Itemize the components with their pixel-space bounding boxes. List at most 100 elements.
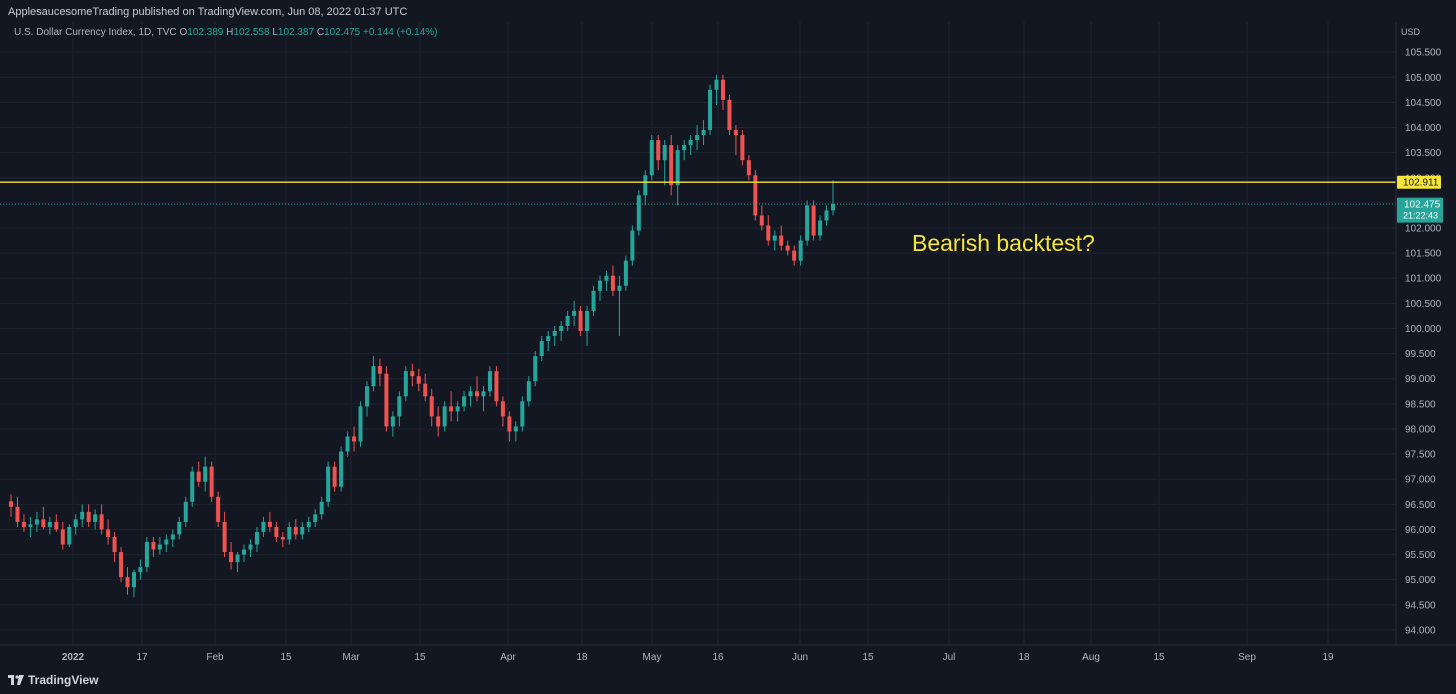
price-tick-22: 105.000 <box>1405 73 1442 84</box>
price-tick-10: 99.000 <box>1405 374 1436 385</box>
candle-body-40 <box>267 521 272 527</box>
candle-body-68 <box>449 406 454 412</box>
candle-body-1 <box>15 506 20 522</box>
low-label: L <box>272 27 278 38</box>
candle-body-35 <box>235 554 240 563</box>
time-tick-13: 18 <box>1018 652 1030 663</box>
candle-body-100 <box>656 140 661 161</box>
price-chart[interactable]: Bearish backtest? USD 94.000 94.500 95.000… <box>0 0 1456 669</box>
candle-body-111 <box>727 99 732 131</box>
candle-body-121 <box>792 250 797 261</box>
time-axis-labels[interactable]: 2022 17 Feb 15 Mar 15 Apr 18 May 16 Jun 15 Jul 18 Aug 1… <box>62 652 1334 663</box>
candle-body-36 <box>242 549 247 555</box>
candle-body-7 <box>54 521 59 530</box>
candle-body-114 <box>746 160 751 176</box>
candle-body-113 <box>740 135 745 161</box>
candle-body-37 <box>248 544 253 550</box>
candles <box>8 74 836 598</box>
symbol-name: U.S. Dollar Currency Index, 1D, TVC <box>14 27 177 38</box>
price-tick-15: 101.500 <box>1405 249 1442 260</box>
candle-body-47 <box>313 514 318 522</box>
candle-body-73 <box>481 391 486 397</box>
candle-body-75 <box>494 371 499 402</box>
price-tick-20: 104.000 <box>1405 123 1442 134</box>
footer: TradingView <box>0 669 1456 694</box>
candle-body-91 <box>597 280 602 291</box>
time-tick-5: 15 <box>414 652 426 663</box>
price-tick-9: 98.500 <box>1405 399 1436 410</box>
candle-body-77 <box>507 416 512 432</box>
candle-body-17 <box>119 552 124 578</box>
candle-body-63 <box>416 376 421 384</box>
candle-body-109 <box>714 79 719 90</box>
candle-body-4 <box>34 519 39 525</box>
high-label: H <box>226 27 234 38</box>
candle-body-32 <box>216 496 221 522</box>
tradingview-logo[interactable]: TradingView <box>8 673 98 687</box>
candle-body-46 <box>306 521 311 527</box>
candle-body-101 <box>662 145 667 161</box>
grid <box>0 22 1396 645</box>
candle-body-115 <box>753 175 758 216</box>
price-axis-bg <box>1396 22 1456 645</box>
candle-body-78 <box>513 426 518 432</box>
candle-body-2 <box>21 521 26 527</box>
price-tick-12: 100.000 <box>1405 324 1442 335</box>
price-tick-0: 94.000 <box>1405 625 1436 636</box>
candle-body-25 <box>170 534 175 540</box>
tradingview-brand: TradingView <box>28 673 99 687</box>
candle-body-49 <box>326 466 331 502</box>
candle-body-83 <box>546 336 551 342</box>
candle-body-53 <box>352 436 357 442</box>
candle-body-52 <box>345 436 350 452</box>
open-value: 102.389 <box>187 27 224 38</box>
time-tick-16: Sep <box>1238 652 1256 663</box>
candle-body-108 <box>708 89 713 131</box>
candle-body-57 <box>377 366 382 374</box>
high-value: 102.558 <box>233 27 270 38</box>
price-tick-2: 95.000 <box>1405 575 1436 586</box>
candle-body-99 <box>649 140 654 176</box>
candle-body-85 <box>559 325 564 331</box>
time-tick-12: Jul <box>943 652 956 663</box>
candle-body-30 <box>203 466 208 482</box>
candle-body-34 <box>229 552 234 563</box>
candle-body-48 <box>319 501 324 515</box>
time-tick-1: 17 <box>136 652 148 663</box>
candle-body-15 <box>106 529 111 537</box>
candle-body-87 <box>572 310 577 316</box>
time-tick-3: 15 <box>280 652 292 663</box>
candle-body-56 <box>371 366 376 387</box>
candle-body-9 <box>67 526 72 545</box>
candle-body-55 <box>364 386 369 407</box>
time-tick-7: 18 <box>576 652 588 663</box>
candle-body-11 <box>80 511 85 520</box>
candle-body-66 <box>436 416 441 427</box>
candle-body-106 <box>695 135 700 141</box>
price-tick-14: 101.000 <box>1405 274 1442 285</box>
candle-body-110 <box>720 79 725 100</box>
candle-body-3 <box>28 524 33 527</box>
publisher-text: ApplesaucesomeTrading published on Tradi… <box>8 6 408 18</box>
price-tick-23: 105.500 <box>1405 48 1442 59</box>
time-tick-11: 15 <box>862 652 874 663</box>
candle-body-116 <box>759 215 764 226</box>
time-tick-10: Jun <box>792 652 808 663</box>
price-tick-6: 97.000 <box>1405 475 1436 486</box>
annotation-text: Bearish backtest? <box>912 230 1095 256</box>
candle-body-6 <box>47 521 52 527</box>
candle-body-60 <box>397 396 402 417</box>
candle-body-20 <box>138 567 143 573</box>
low-value: 102.387 <box>277 27 315 38</box>
candle-body-64 <box>423 383 428 397</box>
candle-body-124 <box>811 205 816 236</box>
currency-label: USD <box>1401 27 1421 37</box>
candle-body-22 <box>151 542 156 550</box>
time-tick-17: 19 <box>1322 652 1334 663</box>
candle-body-112 <box>733 130 738 136</box>
price-tick-5: 96.500 <box>1405 500 1436 511</box>
candle-body-13 <box>93 514 98 522</box>
candle-body-8 <box>60 529 65 545</box>
candle-body-105 <box>688 140 693 146</box>
candle-body-44 <box>293 526 298 535</box>
